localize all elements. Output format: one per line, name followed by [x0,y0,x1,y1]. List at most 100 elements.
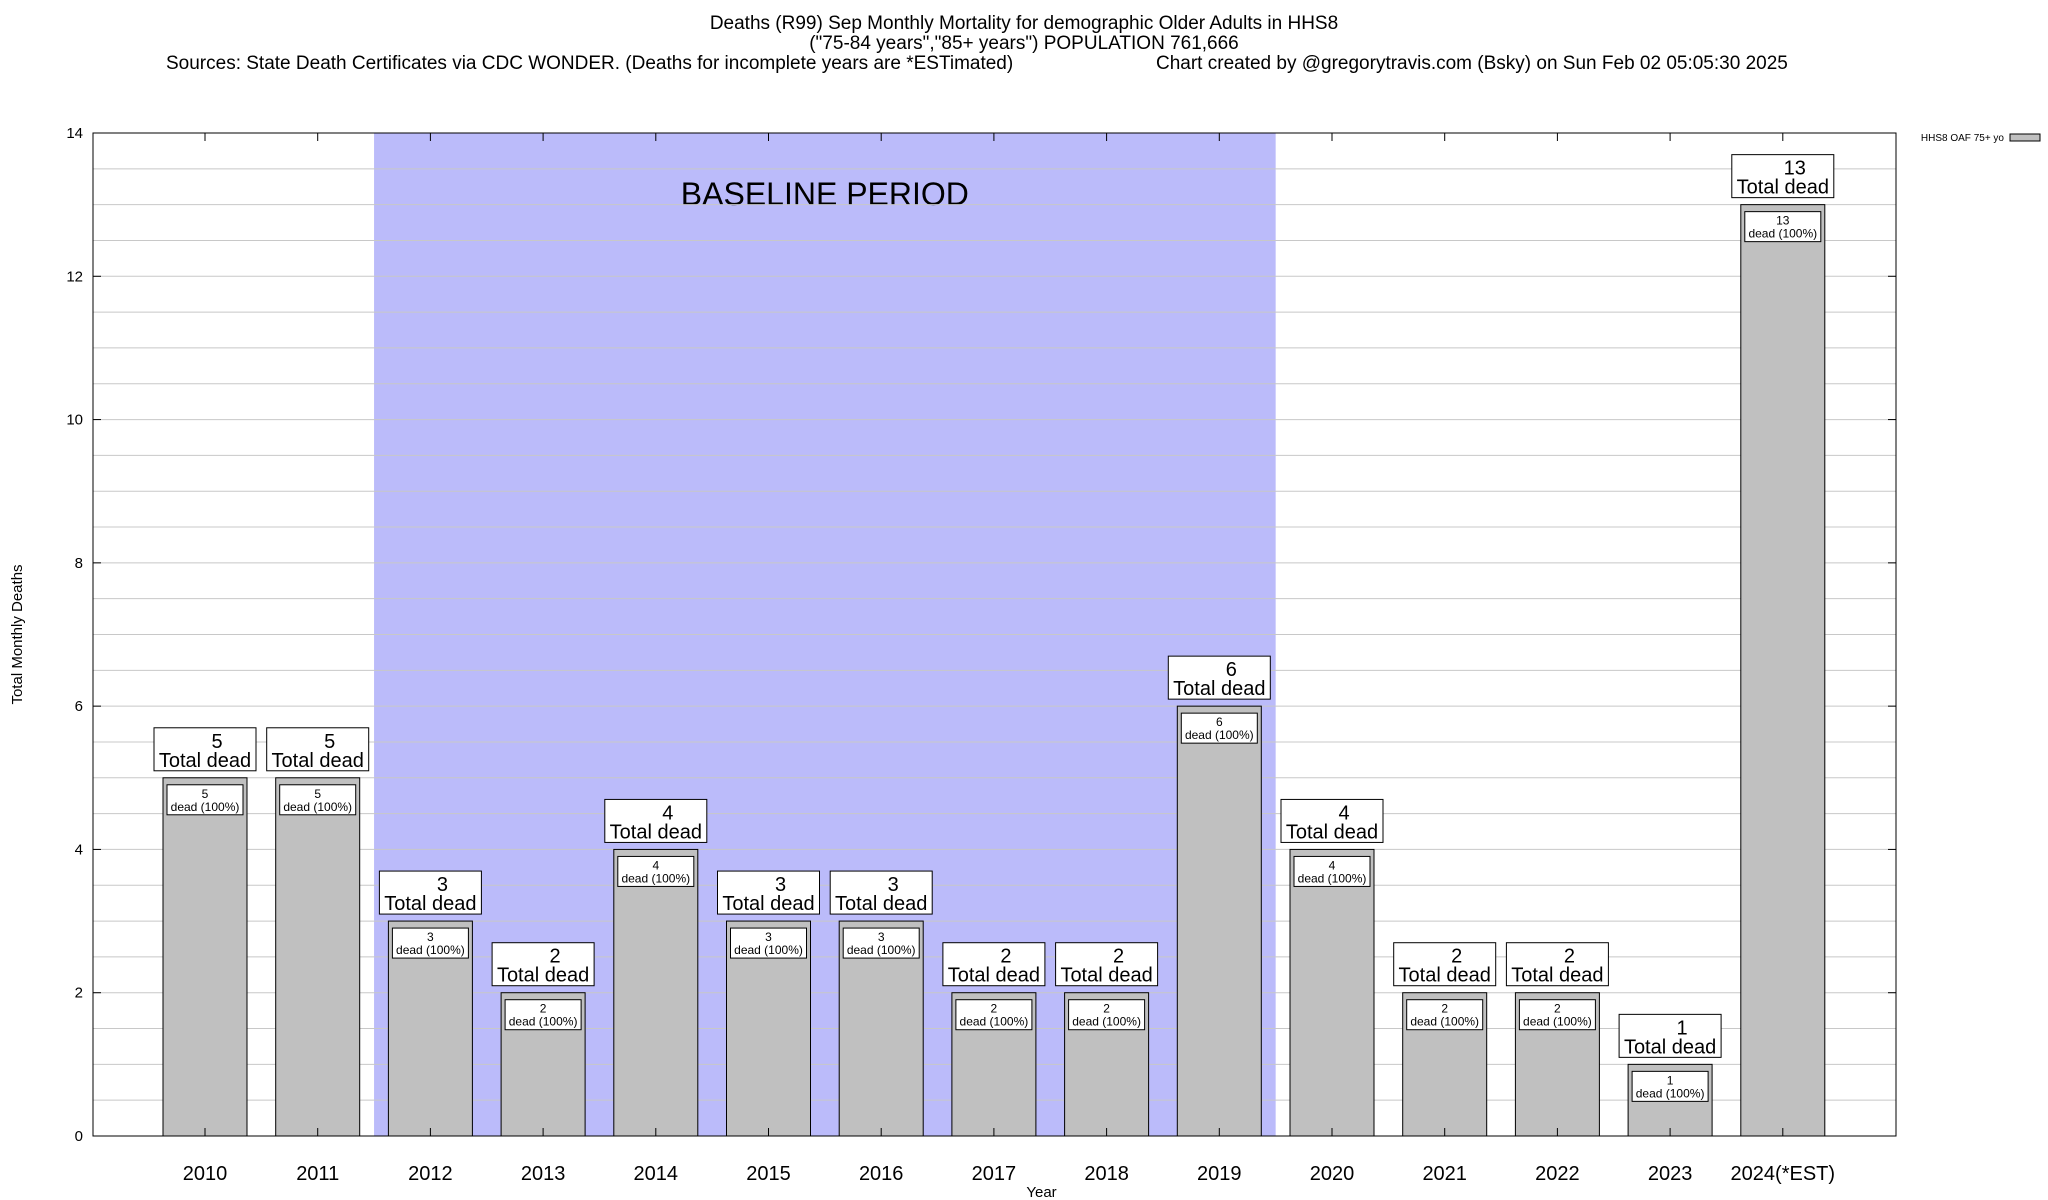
bar [1289,848,1375,1137]
inner-label-box [1293,855,1371,887]
total-text-label: Total dead [159,750,251,772]
bar [1176,705,1262,1137]
inner-value-label: 13 [1776,214,1790,228]
y-tick-label: 0 [75,1128,83,1145]
inner-value-label: 2 [540,1002,547,1016]
legend-swatch [2009,133,2041,142]
inner-value-label: 2 [1554,1002,1561,1016]
bar [162,777,248,1137]
inner-value-label: 3 [878,930,885,944]
total-value-label: 5 [211,731,222,753]
inner-label-box [1068,999,1146,1031]
total-label-box [153,727,257,772]
inner-percent-label: dead (100%) [847,943,916,957]
total-value-label: 4 [1338,802,1349,824]
x-tick-label: 2020 [1310,1163,1355,1185]
total-text-label: Total dead [722,893,814,915]
total-label-box [1055,942,1159,987]
inner-percent-label: dead (100%) [1185,728,1254,742]
bar [1740,204,1826,1137]
inner-value-label: 5 [202,787,209,801]
total-value-label: 2 [1113,946,1124,968]
inner-value-label: 4 [1329,858,1336,872]
inner-percent-label: dead (100%) [1298,871,1367,885]
inner-value-label: 2 [1103,1002,1110,1016]
baseline-period-label: BASELINE PERIOD [681,176,969,212]
inner-label-box [1180,712,1258,744]
x-tick-label: 2019 [1197,1163,1242,1185]
inner-percent-label: dead (100%) [396,943,465,957]
x-tick-label: 2013 [521,1163,566,1185]
total-label-box [1731,154,1835,199]
inner-percent-label: dead (100%) [734,943,803,957]
bar [275,777,361,1137]
total-text-label: Total dead [948,965,1040,987]
chart-subtitle: ("75-84 years","85+ years") POPULATION 7… [809,33,1239,54]
total-label-box [1505,942,1609,987]
inner-label-box [730,927,807,959]
x-tick-label: 2012 [408,1163,453,1185]
y-tick-label: 10 [66,412,83,429]
total-text-label: Total dead [835,893,927,915]
total-value-label: 2 [1564,946,1575,968]
x-tick-label: 2018 [1084,1163,1129,1185]
total-text-label: Total dead [1737,177,1829,199]
inner-label-box [1631,1070,1709,1102]
x-tick-label: 2014 [634,1163,679,1185]
inner-value-label: 3 [427,930,434,944]
total-label-box [266,727,370,772]
inner-label-box [391,927,469,959]
total-text-label: Total dead [272,750,364,772]
x-tick-label: 2017 [972,1163,1017,1185]
x-tick-label: 2011 [296,1163,339,1185]
total-label-box [378,870,482,915]
x-tick-label: 2010 [183,1163,228,1185]
legend-label: HHS8 OAF 75+ yo [1921,133,2005,144]
total-text-label: Total dead [610,821,702,843]
inner-value-label: 5 [314,787,321,801]
total-text-label: Total dead [1624,1036,1716,1058]
total-label-box [717,870,820,915]
inner-percent-label: dead (100%) [171,800,240,814]
total-value-label: 3 [437,874,448,896]
total-text-label: Total dead [1173,678,1265,700]
total-label-box [1167,655,1271,700]
total-value-label: 2 [1000,946,1011,968]
inner-percent-label: dead (100%) [1072,1015,1141,1029]
inner-label-box [1518,999,1596,1031]
inner-value-label: 4 [652,858,659,872]
x-tick-label: 2016 [859,1163,904,1185]
y-axis-label: Total Monthly Deaths [9,564,26,704]
y-tick-label: 8 [75,555,83,572]
total-text-label: Total dead [1060,965,1152,987]
inner-percent-label: dead (100%) [621,871,690,885]
total-label-box [1618,1013,1722,1058]
inner-value-label: 2 [1441,1002,1448,1016]
inner-percent-label: dead (100%) [1523,1015,1592,1029]
inner-percent-label: dead (100%) [960,1015,1029,1029]
bar [613,848,699,1137]
total-value-label: 2 [1451,946,1462,968]
inner-percent-label: dead (100%) [1636,1086,1705,1100]
inner-label-box [842,927,920,959]
total-text-label: Total dead [497,965,589,987]
inner-label-box [1744,211,1822,243]
plot-border [92,132,1897,1137]
total-value-label: 13 [1784,158,1806,180]
inner-value-label: 6 [1216,715,1223,729]
x-tick-label: 2015 [746,1163,791,1185]
total-label-box [942,942,1046,987]
chart-credit: Chart created by @gregorytravis.com (Bsk… [1156,53,1788,74]
total-label-box [604,798,708,843]
total-label-box [1393,942,1497,987]
y-tick-label: 4 [75,841,83,858]
total-value-label: 3 [775,874,786,896]
x-axis-label: Year [1026,1184,1056,1200]
total-text-label: Total dead [1399,965,1491,987]
inner-percent-label: dead (100%) [509,1015,578,1029]
inner-value-label: 2 [991,1002,998,1016]
total-value-label: 5 [324,731,335,753]
total-value-label: 2 [550,946,561,968]
total-label-box [1280,798,1384,843]
